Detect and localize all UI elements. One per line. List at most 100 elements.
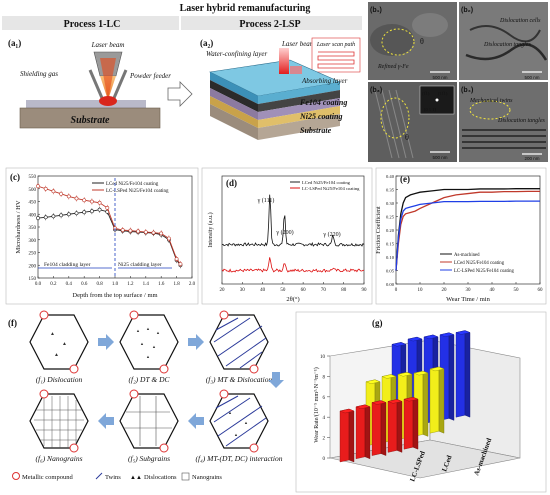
svg-text:▲: ▲: [152, 344, 156, 349]
c-y-tick-label: 500: [29, 188, 37, 193]
fe104-layer-side: [210, 88, 258, 120]
svg-text:▲: ▲: [234, 432, 238, 437]
panel-c: (c) 0.0 0.2 0.4 0.6 0.8 1.0 1.2 1.4 1.6 1.8 2.0 15…: [5, 167, 199, 305]
c-ylabel: Microhardness / HV: [15, 200, 22, 253]
c-legend-lc: LCed Ni25/Fe104 coating: [106, 182, 159, 187]
clad-layer: [26, 100, 146, 108]
e-friction-curve: [395, 200, 540, 271]
hexagon-f2: ▲ ▲▲▲▲▲: [119, 310, 179, 374]
panel-f: (f) ▲▲▲ (f₁) Dislocation ▲ ▲▲▲▲▲ (f₂) DT …: [8, 310, 284, 481]
absorbing-layer-side: [210, 80, 258, 112]
a2-substrate-label: Substrate: [300, 126, 332, 135]
e-x-tick-label: 50: [514, 288, 520, 293]
e-y-tick-label: 0.40: [386, 174, 395, 179]
water-layer-side: [210, 72, 258, 104]
d-legend-lsp: LC-LSPed Ni25/Fe104 coating: [302, 186, 360, 191]
d-xrd-pattern: [221, 257, 364, 273]
c-x-tick-label: 1.0: [112, 282, 119, 287]
b4-scale: 200 nm: [524, 156, 539, 161]
g-bar-top: [397, 372, 413, 377]
g-bar-side: [396, 399, 403, 453]
b3-inset2: (11̅1): [438, 91, 448, 96]
d-x-ticks: 20 30 40 50 60 70 80 90: [220, 282, 367, 293]
g-bar-side: [464, 330, 471, 418]
d-peak-220: γ (220): [322, 231, 340, 238]
melt-pool: [99, 96, 117, 106]
b1-highlight-ring: [381, 28, 415, 56]
panel-f-label: (f): [8, 318, 17, 328]
g-z-tick-label: 10: [320, 355, 326, 360]
b3-twin-lamellae: [374, 89, 414, 159]
c-data-point: [174, 256, 179, 261]
arrow-f1-f2: [98, 334, 114, 350]
g-bar-side: [412, 396, 419, 450]
process2-label: Process 2-LSP: [239, 19, 300, 30]
lsp-spot: [290, 66, 302, 74]
caption-f3: (f₃) MT & Dislocation: [206, 375, 273, 384]
b3-inset1: (1̅1): [422, 91, 430, 96]
d-plot-area: [221, 175, 365, 285]
c-data-point: [128, 228, 133, 233]
g-bar-top: [455, 330, 471, 335]
hexagon-f6: [29, 389, 89, 453]
figure-title: Laser hybrid remanufacturing: [180, 3, 311, 14]
g-z-ticks: 0 2 4 6 8 10: [320, 355, 330, 462]
c-data-point: [178, 262, 183, 266]
c-data-point: [90, 209, 94, 214]
fe104-label: Fe104 coating: [299, 98, 347, 107]
panel-e: (e) 0 10 20 30 40 50 60 0.000.050.100.150.200.…: [375, 167, 547, 305]
c-data-point: [66, 194, 71, 199]
b4-anno2: Dislocation tangles: [497, 118, 545, 124]
g-bar-top: [339, 408, 355, 414]
c-data-point: [43, 215, 48, 220]
panel-a1: (a₁) Laser beam Powder feeder Shielding …: [8, 38, 193, 129]
e-y-tick-label: 0.05: [386, 269, 395, 274]
g-bar-side: [448, 332, 455, 421]
c-series: [36, 183, 183, 269]
e-legend-lc: LCed Ni25/Fe104 coating: [454, 261, 505, 266]
e-legend-lsp: LC-LSPed Ni25/Fe104 coating: [454, 269, 515, 274]
c-data-point: [51, 189, 56, 194]
e-friction-curve: [395, 188, 540, 271]
arrow-f4-f5: [188, 413, 204, 429]
caption-f4: (f₄) MT-(DT, DC) interaction: [196, 454, 283, 463]
c-data-point: [143, 230, 148, 235]
hexagon-f1: ▲ ▲ ▲: [29, 310, 89, 374]
b3-label: (b₃): [370, 87, 382, 94]
caption-f2: (f₂) DT & DC: [128, 375, 170, 384]
d-x-tick-label: 50: [280, 288, 286, 293]
d-x-tick-label: 80: [341, 288, 347, 293]
e-y-tick-label: 0.30: [386, 201, 395, 206]
c-y-tick-label: 250: [29, 252, 37, 257]
c-xlabel: Depth from the top surface / mm: [72, 292, 157, 299]
b1-anno: Refined γ-Fe: [377, 63, 409, 70]
e-x-tick-label: 60: [538, 288, 544, 293]
d-x-tick-label: 30: [240, 288, 246, 293]
g-z-tick-label: 6: [323, 396, 326, 401]
process1-label: Process 1-LC: [64, 19, 121, 30]
g-bar-top: [365, 379, 381, 384]
b2-anno2: Dislocation tangles: [483, 42, 531, 48]
g-bar-front: [455, 330, 466, 418]
svg-text:▲: ▲: [54, 353, 59, 358]
absorbing-layer-label: Absorbing layer: [301, 77, 348, 85]
g-bar-side: [348, 408, 355, 463]
svg-text:▲: ▲: [146, 354, 150, 359]
shielding-gas-tube: [88, 69, 104, 99]
e-legend-am: As-machined: [454, 253, 480, 258]
g-bar-top: [391, 342, 407, 347]
g-bar-front: [339, 408, 350, 463]
legend-nanograins-icon: [181, 472, 190, 481]
arrow-f3-f4: [268, 372, 284, 388]
svg-text:▲: ▲: [136, 328, 140, 333]
g-bar-front: [429, 366, 440, 434]
b3-highlight-ring: [380, 97, 410, 139]
e-x-tick-label: 0: [395, 288, 398, 293]
c-data-point: [66, 212, 71, 217]
g-bar-front: [371, 400, 382, 456]
ni25-layer-front: [258, 106, 340, 128]
a2-substrate-front: [258, 114, 340, 140]
b1-grain-light: [412, 13, 448, 37]
e-series: [395, 188, 540, 271]
caption-f6: (f₆) Nanograins: [36, 454, 83, 463]
